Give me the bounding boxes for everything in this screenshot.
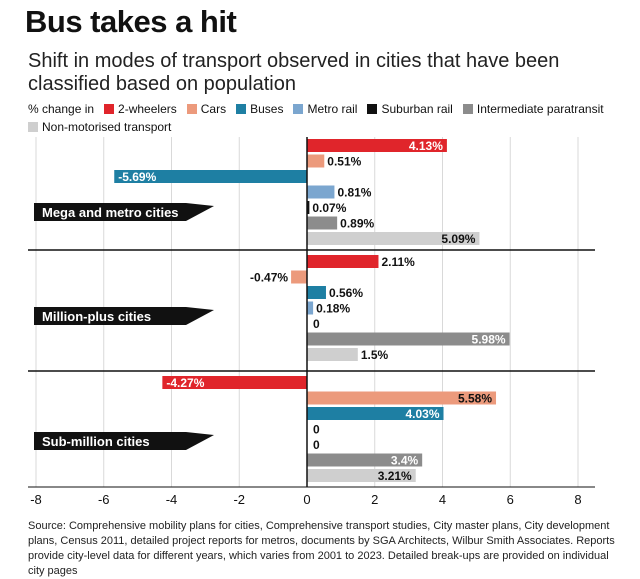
data-label: -5.69% — [118, 170, 156, 184]
x-tick-label: 4 — [439, 492, 446, 507]
legend-row-2: Non-motorised transport — [28, 118, 628, 136]
bar-chart: 4.13% 0.51% -5.69% 0.81%0.07% 0.89% 5.09% Mega… — [28, 137, 595, 507]
bar — [307, 301, 314, 315]
data-label: 0.56% — [329, 286, 363, 300]
data-label: 0.51% — [327, 155, 361, 169]
data-label: 0 — [313, 423, 320, 437]
legend-label: Metro rail — [307, 102, 358, 116]
x-tick-label: -4 — [166, 492, 178, 507]
data-label: 5.58% — [458, 392, 492, 406]
data-label: 0 — [313, 438, 320, 452]
group-label: Million-plus cities — [42, 309, 151, 324]
legend-swatch — [186, 104, 197, 114]
bar — [307, 201, 310, 214]
bar — [307, 255, 379, 268]
group-label-bg — [34, 432, 214, 450]
data-label: 0.89% — [340, 217, 374, 231]
group-label: Mega and metro cities — [42, 205, 179, 220]
x-tick-label: 2 — [371, 492, 378, 507]
bar — [307, 391, 497, 405]
group-label: Sub-million cities — [42, 434, 150, 449]
legend-swatch — [28, 122, 38, 132]
bar — [307, 232, 480, 245]
bar — [307, 348, 358, 361]
data-label: 4.13% — [409, 139, 443, 153]
group-label-bg — [34, 203, 214, 221]
chart-subtitle: Shift in modes of transport observed in … — [28, 50, 560, 95]
data-label: 0.81% — [337, 186, 371, 200]
legend-label: Cars — [200, 102, 227, 116]
legend-label: Intermediate paratransit — [476, 102, 604, 116]
data-label: 4.03% — [405, 407, 439, 421]
legend-item: Cars — [186, 100, 227, 118]
data-label: 2.11% — [381, 255, 415, 269]
chart-title: Bus takes a hit — [25, 4, 237, 39]
legend-swatch — [462, 104, 473, 114]
x-tick-label: -2 — [233, 492, 245, 507]
bar — [307, 469, 416, 482]
legend-item: Suburban rail — [367, 100, 453, 118]
data-label: 5.98% — [472, 333, 506, 347]
x-tick-label: 8 — [574, 492, 581, 507]
data-label: 3.21% — [378, 469, 412, 483]
legend-swatch — [104, 104, 115, 114]
x-tick-label: 6 — [507, 492, 514, 507]
legend-swatch — [293, 104, 304, 114]
legend-item: Buses — [236, 100, 283, 118]
legend: % change in 2-wheelers Cars Buses Metro rai… — [28, 100, 628, 136]
bar — [162, 376, 307, 389]
legend-prefix: % change in — [28, 102, 95, 116]
legend-item: Intermediate paratransit — [462, 100, 604, 118]
legend-swatch — [367, 104, 378, 114]
legend-label: Non-motorised transport — [42, 120, 172, 134]
bar — [307, 407, 444, 420]
data-label: 5.09% — [441, 232, 475, 246]
bar — [307, 154, 325, 168]
data-label: 3.4% — [391, 454, 419, 468]
legend-item: 2-wheelers — [104, 100, 177, 118]
data-label: 0.18% — [316, 302, 350, 316]
legend-item: Non-motorised transport — [28, 118, 171, 136]
data-label: 0.07% — [312, 201, 346, 215]
legend-label: Suburban rail — [381, 102, 453, 116]
bar — [114, 170, 307, 183]
x-tick-label: 0 — [303, 492, 310, 507]
legend-item: Metro rail — [293, 100, 357, 118]
x-tick-label: -6 — [98, 492, 110, 507]
legend-label: Buses — [250, 102, 284, 116]
data-label: -0.47% — [250, 271, 288, 285]
bar — [291, 270, 307, 284]
data-label: 1.5% — [361, 348, 389, 362]
data-label: -4.27% — [166, 376, 204, 390]
bar — [307, 216, 338, 230]
legend-row-1: % change in 2-wheelers Cars Buses Metro rai… — [28, 100, 628, 118]
bar — [307, 286, 326, 299]
legend-label: 2-wheelers — [118, 102, 177, 116]
data-label: 0 — [313, 317, 320, 331]
bar — [307, 139, 447, 152]
bar — [307, 453, 423, 467]
bar — [307, 185, 335, 199]
legend-swatch — [236, 104, 247, 114]
source-note: Source: Comprehensive mobility plans for… — [28, 520, 615, 577]
x-tick-label: -8 — [30, 492, 42, 507]
group-label-bg — [34, 307, 214, 325]
bar — [307, 332, 510, 346]
